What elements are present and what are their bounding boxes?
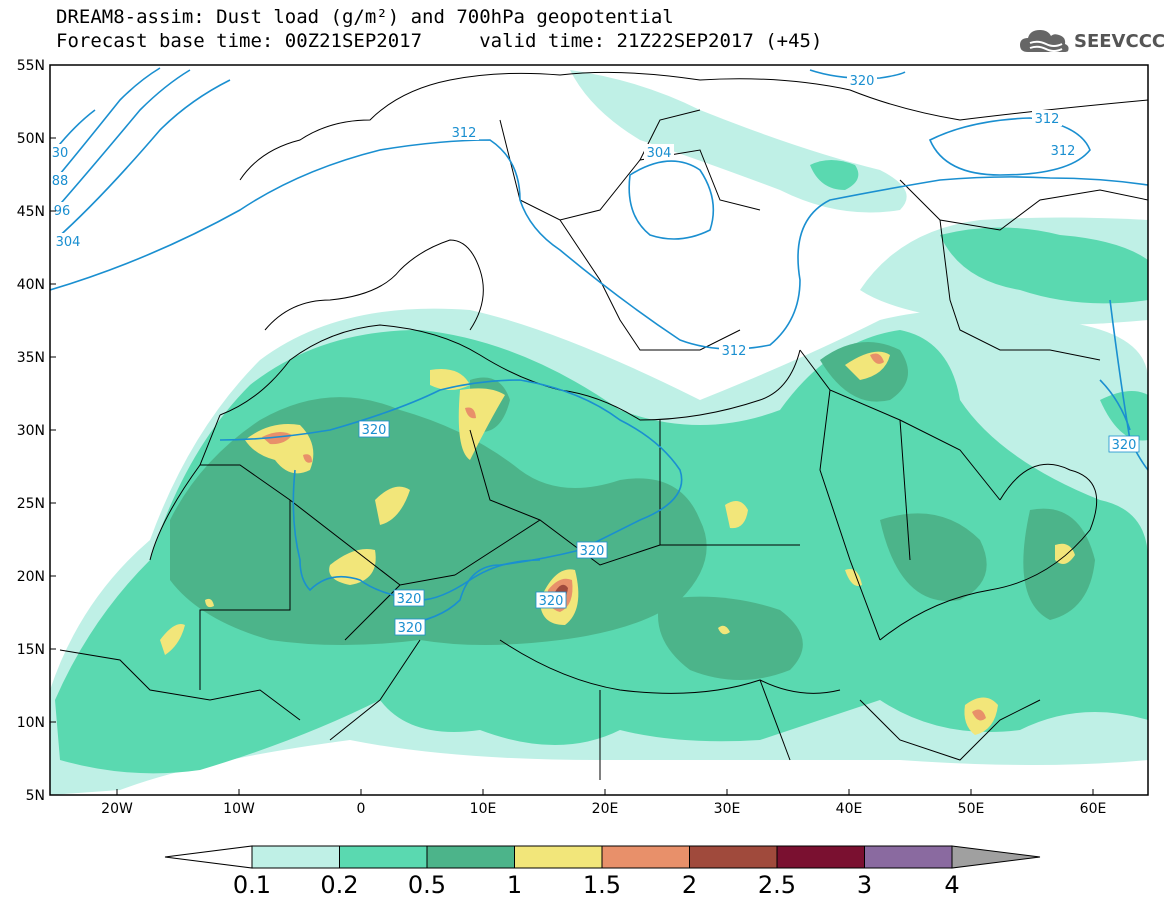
- lat-tick-label: 25N: [17, 496, 45, 512]
- colorbar-label: 2.5: [758, 871, 796, 899]
- lon-tick-label: 50E: [958, 801, 985, 817]
- colorbar-swatch: [864, 845, 953, 869]
- lat-axis: 55N 50N 45N 40N 35N 30N 25N 20N 15N 10N 5N: [17, 58, 56, 804]
- geopotential-contours: [50, 67, 1148, 626]
- seevccc-logo: SEEVCCC: [1018, 26, 1165, 56]
- colorbar-swatch: [776, 845, 865, 869]
- lon-tick-label: 10W: [223, 801, 255, 817]
- svg-text:312: 312: [1051, 144, 1076, 159]
- lon-tick-label: 60E: [1080, 801, 1107, 817]
- colorbar-label: 3: [857, 871, 872, 899]
- lon-tick-label: 20E: [592, 801, 619, 817]
- lat-tick-label: 50N: [17, 131, 45, 147]
- svg-text:320: 320: [398, 621, 423, 636]
- lat-tick-label: 45N: [17, 204, 45, 220]
- svg-text:320: 320: [397, 592, 422, 607]
- colorbar-label: 2: [682, 871, 697, 899]
- svg-text:312: 312: [1035, 112, 1060, 127]
- lat-tick-label: 15N: [17, 642, 45, 658]
- lon-tick-label: 10E: [470, 801, 497, 817]
- svg-text:320: 320: [362, 423, 387, 438]
- lat-tick-label: 10N: [17, 715, 45, 731]
- svg-text:320: 320: [580, 544, 605, 559]
- svg-text:320: 320: [1112, 438, 1137, 453]
- colorbar-label: 0.2: [320, 871, 358, 899]
- colorbar-swatch: [426, 845, 515, 869]
- lon-axis: 20W 10W 0 10E 20E 30E 40E 50E 60E: [101, 789, 1106, 817]
- lon-tick-label: 20W: [101, 801, 133, 817]
- svg-text:320: 320: [539, 594, 564, 609]
- lat-tick-label: 40N: [17, 277, 45, 293]
- colorbar-arrow-left: [164, 845, 253, 869]
- svg-text:320: 320: [850, 74, 875, 89]
- logo-text: SEEVCCC: [1074, 30, 1165, 52]
- colorbar-swatch: [251, 845, 340, 869]
- svg-text:88: 88: [52, 174, 69, 189]
- lon-tick-label: 30E: [714, 801, 741, 817]
- svg-text:312: 312: [452, 126, 477, 141]
- svg-text:30: 30: [52, 146, 69, 161]
- colorbar: 0.1 0.2 0.5 1 1.5 2 2.5 3 4: [164, 845, 1041, 899]
- colorbar-label: 1: [507, 871, 522, 899]
- svg-text:304: 304: [647, 146, 672, 161]
- colorbar-swatch: [339, 845, 428, 869]
- colorbar-label: 0.5: [408, 871, 446, 899]
- colorbar-swatch: [689, 845, 778, 869]
- contour-labels: 320 312 304 312 312 30 88 96 304 320 312…: [50, 72, 1140, 636]
- colorbar-swatch: [514, 845, 603, 869]
- svg-text:304: 304: [56, 235, 81, 250]
- colorbar-label: 0.1: [233, 871, 271, 899]
- lat-tick-label: 35N: [17, 350, 45, 366]
- colorbar-label: 4: [944, 871, 959, 899]
- country-borders: [59, 71, 1148, 780]
- colorbar-label: 1.5: [583, 871, 621, 899]
- svg-text:96: 96: [54, 204, 71, 219]
- map-subtitle: Forecast base time: 00Z21SEP2017 valid t…: [56, 30, 823, 52]
- map-title: DREAM8-assim: Dust load (g/m²) and 700hP…: [56, 6, 674, 28]
- lat-tick-label: 55N: [17, 58, 45, 74]
- lat-tick-label: 20N: [17, 569, 45, 585]
- map-area: 320 312 304 312 312 30 88 96 304 320 312…: [50, 65, 1148, 795]
- cloud-icon: [1020, 30, 1069, 52]
- lat-tick-label: 30N: [17, 423, 45, 439]
- lat-tick-label: 5N: [26, 788, 45, 804]
- lon-tick-label: 0: [357, 801, 366, 817]
- lon-tick-label: 40E: [836, 801, 863, 817]
- colorbar-swatch: [601, 845, 690, 869]
- colorbar-arrow-right: [951, 845, 1041, 869]
- svg-text:312: 312: [722, 344, 747, 359]
